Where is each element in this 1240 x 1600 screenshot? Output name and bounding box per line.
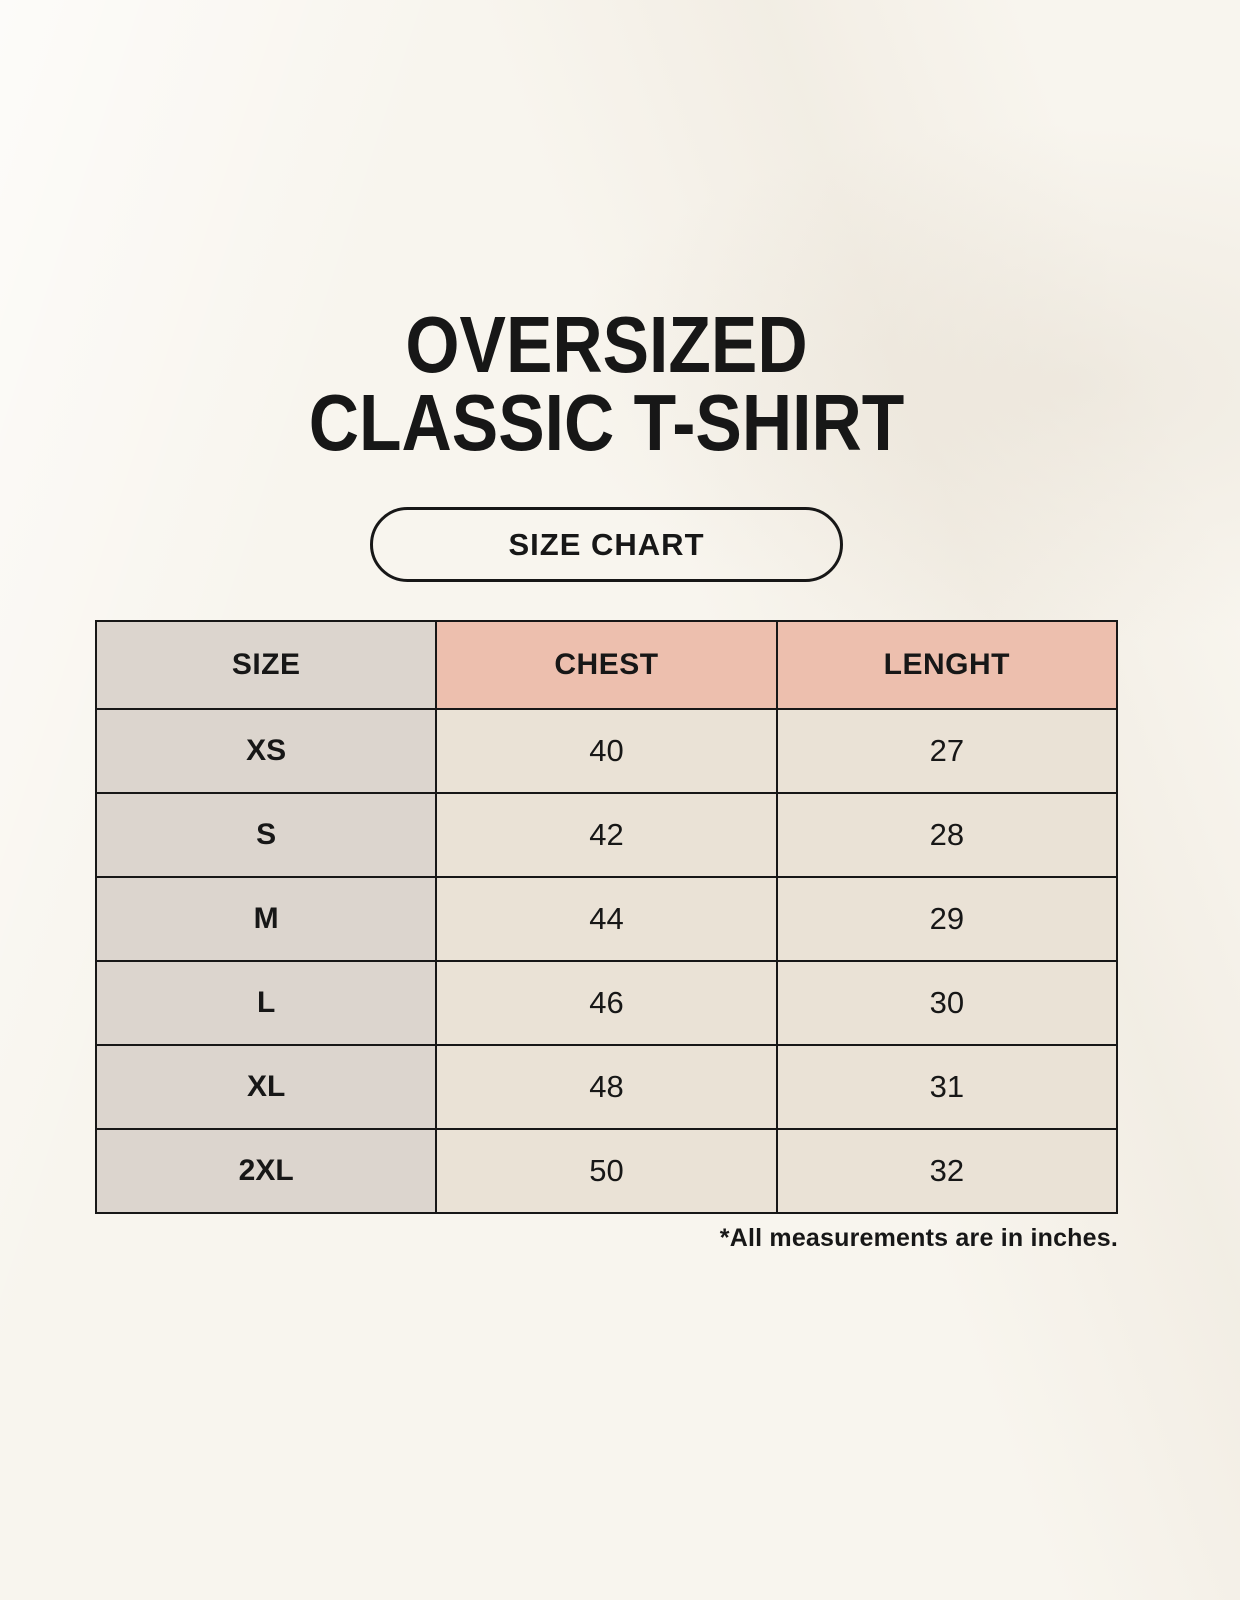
size-label: L: [94, 960, 438, 1047]
table-row: S 42 28: [94, 792, 1119, 879]
table-header-row: SIZE CHEST LENGHT: [94, 620, 1119, 711]
badge-container: SIZE CHART: [95, 507, 1118, 583]
chest-value: 48: [435, 1044, 778, 1131]
page-title-line2: CLASSIC T-SHIRT: [308, 377, 905, 467]
table-row: L 46 30: [94, 960, 1119, 1047]
table-row: XL 48 31: [94, 1044, 1119, 1131]
table-row: 2XL 50 32: [94, 1128, 1119, 1215]
size-label: XS: [94, 708, 438, 795]
size-label: M: [94, 876, 438, 963]
table-row: M 44 29: [94, 876, 1119, 963]
length-value: 31: [775, 1044, 1119, 1131]
measurements-footnote: *All measurements are in inches.: [719, 1224, 1118, 1253]
size-chart-page: OVERSIZED CLASSIC T-SHIRT SIZE CHART SIZ…: [94, 0, 1119, 1253]
page-title: OVERSIZED CLASSIC T-SHIRT: [161, 300, 1051, 467]
chest-value: 50: [435, 1128, 778, 1215]
size-label: S: [94, 792, 438, 879]
size-label: XL: [94, 1044, 438, 1131]
length-value: 27: [775, 708, 1119, 795]
length-value: 30: [775, 960, 1119, 1047]
length-value: 28: [775, 792, 1119, 879]
length-value: 32: [775, 1128, 1119, 1215]
column-header-chest: CHEST: [435, 620, 778, 711]
chest-value: 44: [435, 876, 778, 963]
column-header-length: LENGHT: [775, 620, 1119, 711]
table-row: XS 40 27: [94, 708, 1119, 795]
size-chart-badge: SIZE CHART: [370, 507, 843, 583]
column-header-size: SIZE: [94, 620, 438, 711]
chest-value: 46: [435, 960, 778, 1047]
size-chart-table: SIZE CHEST LENGHT XS 40 27 S 42 28 M 44 …: [94, 620, 1119, 1215]
length-value: 29: [775, 876, 1119, 963]
size-label: 2XL: [94, 1128, 438, 1215]
chest-value: 42: [435, 792, 778, 879]
chest-value: 40: [435, 708, 778, 795]
page-title-line1: OVERSIZED: [405, 300, 808, 389]
